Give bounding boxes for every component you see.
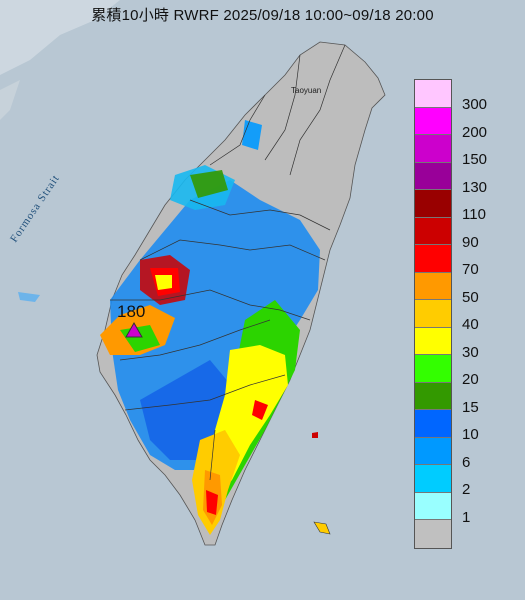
rain-area-30mm-west (155, 275, 172, 290)
legend-label: 10 (462, 426, 479, 443)
legend-swatch (415, 300, 451, 328)
legend-swatch (415, 245, 451, 273)
legend-label: 40 (462, 316, 479, 333)
legend-swatch (415, 410, 451, 438)
legend-label: 110 (462, 206, 486, 223)
legend-label: 30 (462, 343, 479, 361)
legend-label: 130 (462, 178, 488, 196)
orchid-island (313, 521, 331, 535)
legend-swatch (415, 355, 451, 383)
coast-fragment (0, 80, 20, 120)
legend-swatch (415, 162, 451, 190)
legend-label: 20 (462, 371, 479, 388)
legend-label: 300 (462, 96, 488, 113)
legend-swatch (415, 217, 451, 245)
legend-label: 1 (462, 508, 471, 526)
mainland-coast (0, 0, 120, 75)
rain-area-15mm-central (190, 170, 228, 198)
county-boundaries (110, 44, 346, 481)
rain-area-70mm-east (252, 400, 268, 420)
rain-area-70mm-south (206, 490, 218, 515)
legend-swatch (415, 80, 451, 108)
legend-swatch (415, 520, 451, 548)
legend-label: 200 (462, 123, 488, 141)
peak-value-label: 180 (117, 302, 146, 321)
legend-label: 2 (462, 481, 471, 498)
legend-swatch (415, 382, 451, 410)
legend-label: 70 (462, 261, 479, 278)
legend-swatch (415, 135, 451, 163)
legend-label: 6 (462, 453, 471, 471)
legend-swatch (415, 272, 451, 300)
map-title: 累積10小時 RWRF 2025/09/18 10:00~09/18 20:00 (91, 7, 434, 24)
green-island (312, 432, 318, 438)
legend-label: 15 (462, 398, 479, 416)
city-label-taoyuan: Taoyuan (291, 86, 322, 95)
legend-swatch (415, 327, 451, 355)
legend-swatch (415, 107, 451, 135)
legend-label: 150 (462, 151, 488, 168)
penghu-islands (18, 292, 40, 302)
legend-label: 50 (462, 288, 479, 306)
legend-label: 90 (462, 233, 479, 251)
rain-area-10mm (140, 360, 235, 460)
legend-swatch (415, 190, 451, 218)
legend-swatch (415, 492, 451, 520)
legend-swatch (415, 437, 451, 465)
legend-swatch (415, 465, 451, 493)
color-legend (414, 79, 452, 549)
peak-triangle-icon (125, 322, 143, 338)
